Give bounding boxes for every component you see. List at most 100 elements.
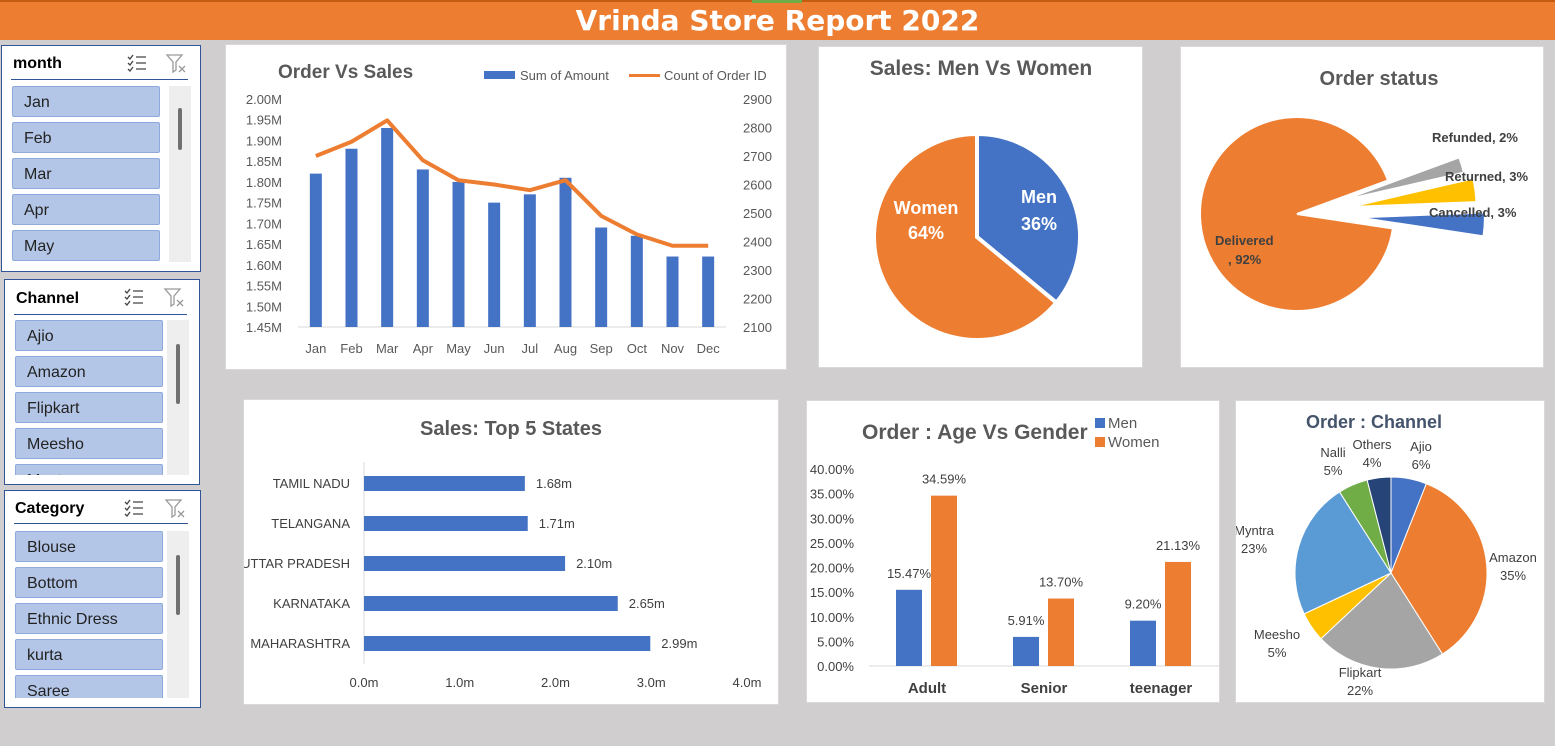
channel-panel: Order : Channel Ajio 6% Amazon 35% Flipkart 22… — [1234, 400, 1545, 703]
slicer-item[interactable]: Myntra — [15, 464, 163, 475]
x-tick-label: Mar — [376, 341, 399, 356]
category-label: TELANGANA — [271, 516, 350, 531]
x-tick-label: Feb — [340, 341, 362, 356]
scrollbar[interactable] — [167, 531, 189, 698]
slicer-item[interactable]: Ethnic Dress — [15, 603, 163, 634]
bar — [931, 495, 957, 666]
y-tick-label: 1.95M — [246, 113, 282, 128]
slicer-item[interactable]: Apr — [12, 194, 160, 225]
legend-label: Count of Order ID — [664, 68, 767, 83]
y-tick-label: 1.80M — [246, 175, 282, 190]
slicer-item[interactable]: Amazon — [15, 356, 163, 387]
chart-title: Order : Channel — [1306, 412, 1442, 432]
y2-tick-label: 2800 — [743, 121, 772, 136]
slice-name: Ajio — [1410, 439, 1432, 454]
slicer-category[interactable]: Category Blouse Bottom Ethnic Dress kurta Sa… — [4, 490, 201, 708]
data-label: 2.99m — [661, 636, 697, 651]
multi-select-icon[interactable] — [126, 52, 148, 74]
y-tick-label: 35.00% — [810, 487, 855, 502]
x-tick-label: Jul — [522, 341, 539, 356]
scrollbar[interactable] — [169, 86, 191, 262]
x-tick-label: Jun — [484, 341, 505, 356]
clear-filter-icon[interactable] — [164, 497, 186, 519]
slicer-month-items: Jan Feb Mar Apr May — [12, 86, 160, 262]
bar — [381, 128, 394, 327]
data-label: 5.91% — [1008, 613, 1045, 628]
slice-label: 6% — [1412, 457, 1431, 472]
y2-tick-label: 2300 — [743, 263, 772, 278]
x-tick-label: Senior — [1021, 680, 1068, 697]
slicer-item[interactable]: Blouse — [15, 531, 163, 562]
bar — [1048, 598, 1074, 666]
series-line — [315, 118, 709, 248]
scrollbar[interactable] — [167, 320, 189, 475]
x-tick-label: Oct — [627, 341, 648, 356]
bar — [666, 256, 679, 327]
y-tick-label: 1.70M — [246, 216, 282, 231]
y-tick-label: 1.85M — [246, 154, 282, 169]
slicer-item[interactable]: Jan — [12, 86, 160, 117]
clear-filter-icon[interactable] — [163, 286, 185, 308]
slicer-channel[interactable]: Channel Ajio Amazon Flipkart Meesho Myntra — [4, 279, 200, 485]
slice-label: 35% — [1500, 568, 1526, 583]
slicer-item[interactable]: Ajio — [15, 320, 163, 351]
chart-title: Sales: Top 5 States — [420, 418, 602, 440]
pie-slice — [975, 131, 1082, 306]
y-tick-label: 1.55M — [246, 279, 282, 294]
slicer-item[interactable]: Feb — [12, 122, 160, 153]
data-label: 13.70% — [1039, 575, 1084, 590]
slicer-item[interactable]: kurta — [15, 639, 163, 670]
slicer-item[interactable]: Meesho — [15, 428, 163, 459]
slice-label: 5% — [1324, 463, 1343, 478]
title-accent — [752, 0, 802, 3]
order-status-chart: Order status Delivered , 92% Refunded, 2% Re… — [1199, 68, 1529, 312]
y-tick-label: 20.00% — [810, 561, 855, 576]
data-label: 34.59% — [922, 472, 967, 487]
y-tick-label: 5.00% — [817, 634, 854, 649]
bar — [1013, 636, 1039, 666]
y2-tick-label: 2600 — [743, 178, 772, 193]
multi-select-icon[interactable] — [123, 497, 145, 519]
legend-swatch — [629, 74, 660, 77]
x-tick-label: 3.0m — [637, 675, 666, 690]
y2-tick-label: 2700 — [743, 149, 772, 164]
y-tick-label: 40.00% — [810, 462, 855, 477]
legend-swatch — [484, 71, 515, 79]
slicer-item[interactable]: Bottom — [15, 567, 163, 598]
y-tick-label: 1.50M — [246, 299, 282, 314]
slice-name: Nalli — [1320, 445, 1345, 460]
slicer-item[interactable]: Flipkart — [15, 392, 163, 423]
y-tick-label: 15.00% — [810, 585, 855, 600]
chart-title: Order Vs Sales — [278, 62, 413, 83]
bar — [896, 589, 922, 666]
y2-tick-label: 2500 — [743, 206, 772, 221]
clear-filter-icon[interactable] — [165, 52, 187, 74]
pie-slice — [1366, 476, 1392, 574]
bar — [523, 194, 536, 327]
chart-title: Sales: Men Vs Women — [870, 57, 1093, 80]
channel-chart: Order : Channel Ajio 6% Amazon 35% Flipkart 22… — [1234, 412, 1537, 698]
pie-slice — [1390, 483, 1488, 655]
legend-swatch — [1095, 437, 1105, 447]
bar — [488, 202, 501, 327]
bar — [595, 227, 608, 327]
slice-name: Women — [894, 198, 959, 218]
y-tick-label: 1.75M — [246, 196, 282, 211]
bar — [309, 173, 322, 327]
bar — [364, 516, 528, 531]
slicer-item[interactable]: Mar — [12, 158, 160, 189]
slicer-month[interactable]: month Jan Feb Mar Apr May — [1, 45, 201, 272]
slicer-category-items: Blouse Bottom Ethnic Dress kurta Saree — [15, 531, 163, 698]
category-label: MAHARASHTRA — [250, 636, 350, 651]
y-tick-label: 0.00% — [817, 659, 854, 674]
x-tick-label: 0.0m — [350, 675, 379, 690]
slicer-item[interactable]: May — [12, 230, 160, 261]
multi-select-icon[interactable] — [123, 286, 145, 308]
data-label: 1.68m — [536, 476, 572, 491]
pie-slice — [1339, 155, 1466, 203]
legend-label: Sum of Amount — [520, 68, 609, 83]
slicer-item[interactable]: Saree — [15, 675, 163, 698]
bar — [364, 596, 618, 611]
bar — [1165, 561, 1191, 666]
data-label: 2.10m — [576, 556, 612, 571]
